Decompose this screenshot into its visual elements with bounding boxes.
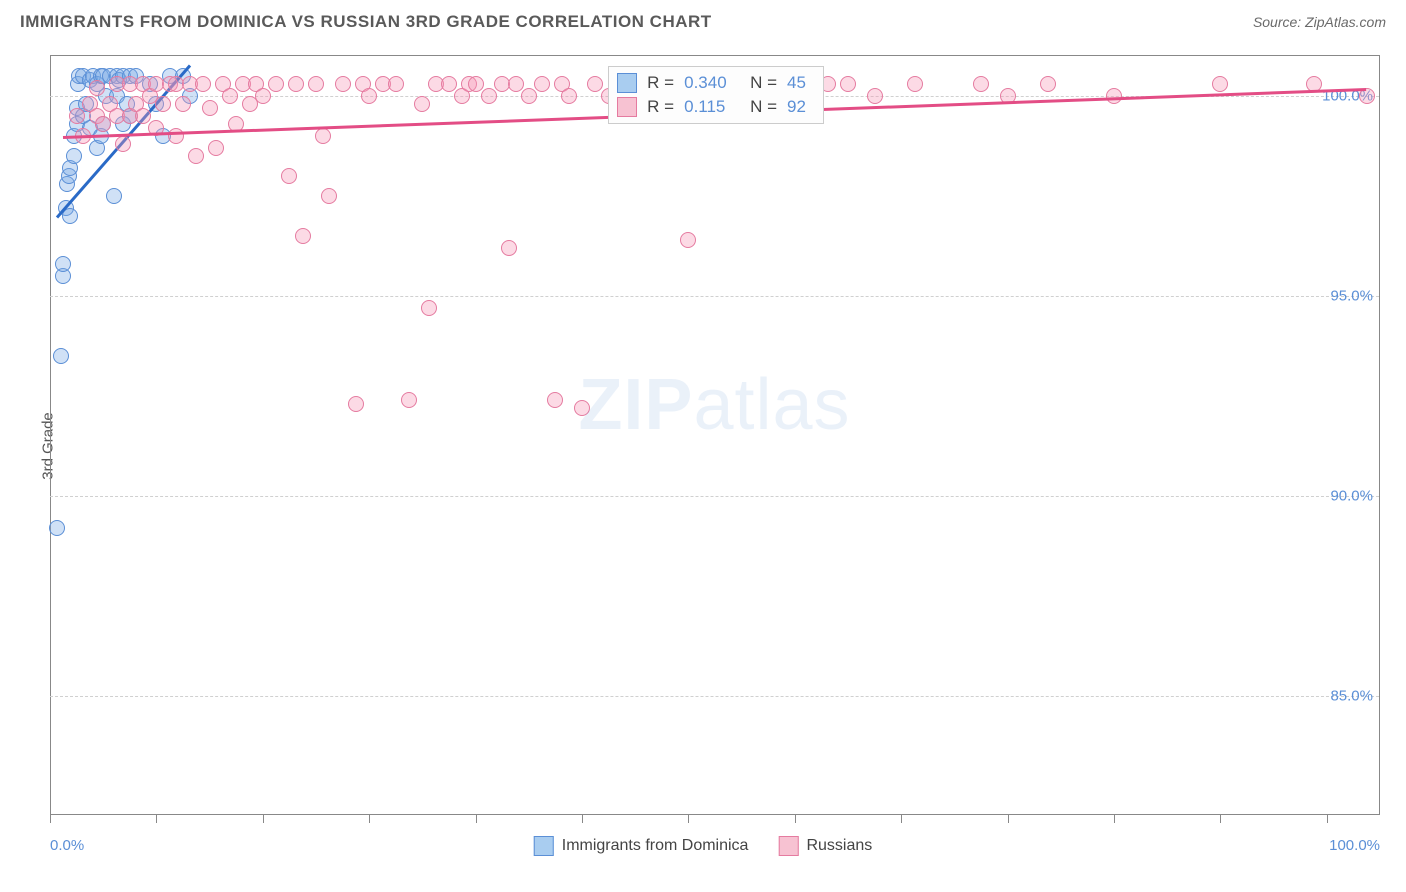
data-point bbox=[468, 76, 484, 92]
data-point bbox=[973, 76, 989, 92]
data-point bbox=[321, 188, 337, 204]
r-label: R = bbox=[647, 97, 674, 117]
data-point bbox=[195, 76, 211, 92]
data-point bbox=[388, 76, 404, 92]
data-point bbox=[208, 140, 224, 156]
r-value-dominica: 0.340 bbox=[684, 73, 740, 93]
n-label: N = bbox=[750, 97, 777, 117]
data-point bbox=[202, 100, 218, 116]
stats-legend-box: R = 0.340 N = 45 R = 0.115 N = 92 bbox=[608, 66, 824, 124]
data-point bbox=[288, 76, 304, 92]
r-label: R = bbox=[647, 73, 674, 93]
x-tick bbox=[476, 815, 477, 823]
bottom-legend: Immigrants from Dominica Russians bbox=[534, 836, 873, 856]
data-point bbox=[574, 400, 590, 416]
x-tick bbox=[50, 815, 51, 823]
data-point bbox=[1212, 76, 1228, 92]
data-point bbox=[69, 108, 85, 124]
x-tick bbox=[263, 815, 264, 823]
x-tick bbox=[1008, 815, 1009, 823]
stats-row-dominica: R = 0.340 N = 45 bbox=[617, 71, 815, 95]
x-tick bbox=[795, 815, 796, 823]
data-point bbox=[680, 232, 696, 248]
data-point bbox=[188, 148, 204, 164]
data-point bbox=[281, 168, 297, 184]
data-point bbox=[907, 76, 923, 92]
data-point bbox=[49, 520, 65, 536]
data-point bbox=[1040, 76, 1056, 92]
data-point bbox=[268, 76, 284, 92]
data-point bbox=[481, 88, 497, 104]
data-point bbox=[53, 348, 69, 364]
x-tick bbox=[156, 815, 157, 823]
data-point bbox=[361, 88, 377, 104]
data-point bbox=[534, 76, 550, 92]
data-point bbox=[115, 136, 131, 152]
swatch-russians bbox=[617, 97, 637, 117]
chart-plot-area: 85.0%90.0%95.0%100.0% ZIPatlas R = 0.340… bbox=[50, 55, 1380, 815]
data-point bbox=[66, 148, 82, 164]
data-point bbox=[308, 76, 324, 92]
x-tick bbox=[369, 815, 370, 823]
legend-label-russians: Russians bbox=[806, 837, 872, 855]
data-point bbox=[561, 88, 577, 104]
legend-item-dominica: Immigrants from Dominica bbox=[534, 836, 749, 856]
source-label: Source: ZipAtlas.com bbox=[1253, 14, 1386, 30]
data-point bbox=[255, 88, 271, 104]
data-point bbox=[295, 228, 311, 244]
y-tick-label: 95.0% bbox=[1330, 288, 1373, 305]
x-axis-min-label: 0.0% bbox=[50, 837, 84, 854]
data-point bbox=[508, 76, 524, 92]
data-point bbox=[441, 76, 457, 92]
data-point bbox=[175, 96, 191, 112]
n-value-dominica: 45 bbox=[787, 73, 815, 93]
x-tick bbox=[1220, 815, 1221, 823]
legend-swatch-russians bbox=[778, 836, 798, 856]
gridline bbox=[50, 296, 1379, 297]
x-tick bbox=[1327, 815, 1328, 823]
data-point bbox=[547, 392, 563, 408]
legend-label-dominica: Immigrants from Dominica bbox=[562, 837, 749, 855]
data-point bbox=[315, 128, 331, 144]
data-point bbox=[421, 300, 437, 316]
n-label: N = bbox=[750, 73, 777, 93]
data-point bbox=[587, 76, 603, 92]
data-point bbox=[89, 80, 105, 96]
data-point bbox=[135, 108, 151, 124]
data-point bbox=[348, 396, 364, 412]
legend-item-russians: Russians bbox=[778, 836, 872, 856]
chart-title: IMMIGRANTS FROM DOMINICA VS RUSSIAN 3RD … bbox=[20, 12, 712, 32]
x-tick bbox=[688, 815, 689, 823]
stats-row-russians: R = 0.115 N = 92 bbox=[617, 95, 815, 119]
swatch-dominica bbox=[617, 73, 637, 93]
y-tick-label: 90.0% bbox=[1330, 488, 1373, 505]
x-axis-max-label: 100.0% bbox=[1329, 837, 1380, 854]
legend-swatch-dominica bbox=[534, 836, 554, 856]
data-point bbox=[414, 96, 430, 112]
data-point bbox=[501, 240, 517, 256]
data-point bbox=[521, 88, 537, 104]
data-point bbox=[840, 76, 856, 92]
x-tick bbox=[582, 815, 583, 823]
n-value-russians: 92 bbox=[787, 97, 815, 117]
data-point bbox=[168, 128, 184, 144]
r-value-russians: 0.115 bbox=[684, 97, 740, 117]
data-point bbox=[155, 96, 171, 112]
data-point bbox=[55, 256, 71, 272]
data-point bbox=[106, 188, 122, 204]
data-point bbox=[867, 88, 883, 104]
data-point bbox=[1106, 88, 1122, 104]
gridline bbox=[50, 696, 1379, 697]
gridline bbox=[50, 496, 1379, 497]
x-tick bbox=[901, 815, 902, 823]
y-tick-label: 85.0% bbox=[1330, 688, 1373, 705]
data-point bbox=[401, 392, 417, 408]
x-tick bbox=[1114, 815, 1115, 823]
data-point bbox=[335, 76, 351, 92]
data-point bbox=[222, 88, 238, 104]
